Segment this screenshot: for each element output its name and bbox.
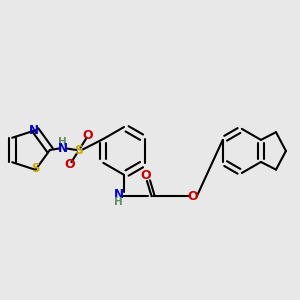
Text: H: H (114, 197, 123, 207)
Text: O: O (188, 190, 198, 203)
Text: N: N (29, 124, 39, 137)
Text: O: O (83, 129, 94, 142)
Text: S: S (74, 143, 83, 157)
Text: S: S (31, 162, 40, 175)
Text: H: H (58, 137, 67, 147)
Text: O: O (140, 169, 151, 182)
Text: N: N (113, 188, 124, 201)
Text: O: O (64, 158, 75, 171)
Text: N: N (58, 142, 68, 155)
